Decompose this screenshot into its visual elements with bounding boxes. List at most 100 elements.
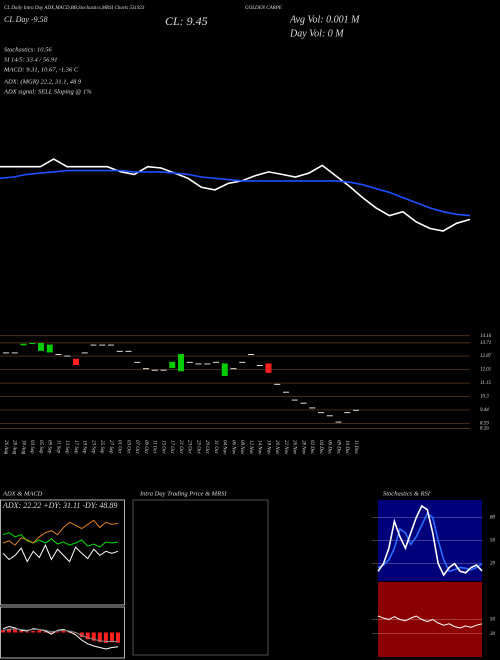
candle: [55, 354, 62, 355]
y-tick-label: 50: [490, 539, 496, 544]
x-tick-label: 28 Aug: [12, 440, 17, 455]
y-tick-label: 12.01: [480, 368, 491, 373]
series-line: [2, 519, 119, 546]
candle: [274, 383, 281, 385]
y-tick-label: 50: [490, 618, 496, 623]
candle: [125, 350, 132, 352]
candle: [309, 407, 316, 409]
histogram-bar: [103, 632, 108, 643]
histogram-bar: [7, 628, 12, 633]
candle: [291, 399, 298, 401]
candle: [195, 363, 202, 365]
y-tick-label: 14.16: [480, 334, 492, 339]
histogram-bar: [109, 632, 114, 643]
candle: [46, 344, 53, 353]
panel-title: Intra Day Trading Price & MRSI: [139, 490, 227, 497]
candle: [20, 343, 27, 346]
y-tick-label: 20: [490, 562, 496, 567]
candle: [239, 361, 246, 363]
series-line: [2, 628, 118, 642]
x-tick-label: 28 Nov: [300, 440, 305, 455]
candle: [204, 363, 211, 365]
company-name: GOLDEN CARPE: [245, 6, 282, 11]
close-price: CL: 9.45: [165, 14, 208, 28]
histogram-bar: [49, 632, 54, 634]
candle: [248, 354, 254, 355]
candle: [256, 365, 263, 366]
x-tick-label: 13 Sep: [64, 440, 69, 454]
x-tick-label: 08 Nov: [239, 440, 244, 455]
candle: [11, 352, 18, 354]
rsi-readout: SI 14/5: 33.4 / 56.91: [4, 56, 57, 63]
x-tick-label: 20 Nov: [274, 440, 279, 455]
stochastics-readout: Stochastics: 10.56: [4, 46, 52, 53]
x-tick-label: 09 Dec: [335, 440, 340, 455]
x-tick-label: 10 Dec: [344, 440, 349, 455]
x-tick-label: 19 Sep: [82, 440, 87, 454]
series-line: [0, 158, 471, 232]
panel-title: ADX & MACD: [2, 490, 43, 497]
y-tick-label: 80: [490, 516, 496, 521]
candle: [265, 363, 272, 373]
histogram-bar: [91, 632, 96, 641]
series-line: [2, 543, 119, 563]
histogram-bar: [55, 631, 60, 633]
y-tick-label: 10.3: [480, 395, 489, 400]
candle: [73, 358, 79, 365]
x-tick-label: 01 Oct: [117, 440, 122, 454]
candle: [99, 344, 106, 346]
x-tick-label: 22 Nov: [283, 440, 288, 455]
chart-title: CL Daily Intra Day ADX,MACD,BB,Stochasti…: [4, 6, 145, 11]
x-tick-label: 05 Sep: [38, 440, 43, 454]
x-tick-label: 30 Aug: [20, 440, 25, 455]
candle: [116, 350, 123, 352]
y-tick-label: 13.71: [480, 341, 491, 346]
adx-readout: ADX: (MGR) 22.2, 31.1, 48.9: [3, 78, 82, 85]
histogram-bar: [85, 632, 90, 640]
candle: [90, 344, 97, 346]
x-tick-label: 18 Nov: [265, 440, 270, 455]
histogram-bar: [97, 632, 102, 643]
x-tick-label: 11 Oct: [152, 440, 157, 454]
x-tick-label: 17 Sep: [73, 440, 78, 454]
candle: [344, 412, 351, 414]
histogram-bar: [43, 631, 48, 633]
candle: [335, 421, 342, 423]
candle: [221, 363, 228, 376]
y-tick-label: 12.87: [480, 354, 492, 359]
panel-readout: ADX: 22.22 +DY: 31.11 -DY: 48.89: [2, 501, 117, 510]
x-tick-label: 03 Oct: [125, 440, 130, 454]
candle: [178, 354, 184, 372]
candle: [169, 361, 176, 369]
candle: [64, 355, 71, 357]
x-tick-label: 25 Sep: [99, 440, 104, 454]
series-line: [377, 615, 483, 629]
x-tick-label: 02 Dec: [309, 440, 314, 455]
x-tick-label: 14 Nov: [257, 440, 262, 455]
x-tick-label: 26 Aug: [3, 440, 8, 455]
y-tick-label: 8.59: [480, 421, 489, 426]
histogram-bar: [31, 631, 36, 633]
histogram-bar: [116, 632, 120, 643]
y-tick-label: 30: [490, 632, 496, 637]
x-tick-label: 31 Oct: [213, 440, 218, 454]
x-tick-label: 06 Dec: [327, 440, 332, 455]
panel-title: Stochastics & RSI: [383, 490, 431, 497]
x-tick-label: 23 Sep: [90, 440, 95, 454]
x-tick-label: 09 Sep: [47, 440, 52, 454]
candle: [186, 361, 193, 363]
series-line: [2, 532, 119, 548]
candle: [300, 402, 307, 404]
x-tick-label: 23 Oct: [187, 440, 192, 454]
histogram-bar: [13, 629, 18, 633]
histogram-bar: [37, 630, 42, 633]
candle: [326, 415, 333, 417]
adx-panel-border: [0, 499, 125, 606]
x-tick-label: 12 Nov: [248, 440, 253, 455]
candle: [38, 343, 44, 351]
y-tick-label: 11.15: [480, 381, 491, 386]
x-tick-label: 09 Oct: [143, 440, 148, 454]
day-volume: Day Vol: 0 M: [289, 28, 344, 39]
x-tick-label: 26 Nov: [292, 440, 297, 455]
